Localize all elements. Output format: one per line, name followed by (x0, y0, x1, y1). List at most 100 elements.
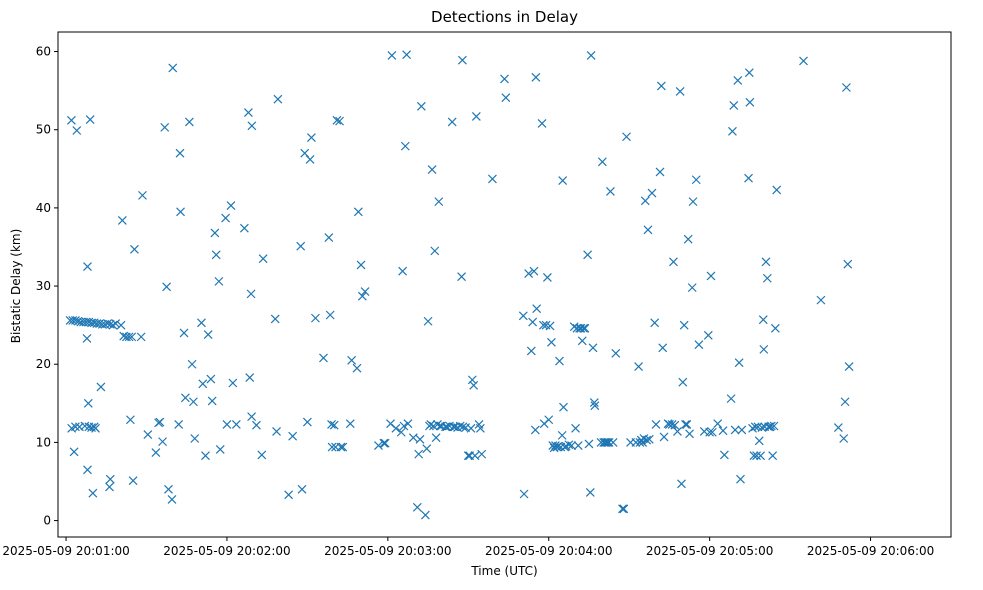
data-point (673, 427, 682, 436)
data-point (679, 320, 689, 330)
y-tick-label: 10 (36, 435, 51, 449)
data-point (705, 427, 715, 437)
y-tick-label: 40 (36, 201, 51, 215)
data-point (677, 479, 686, 489)
data-point (675, 86, 685, 96)
data-point (667, 420, 677, 429)
data-point (168, 63, 178, 73)
data-point (644, 434, 654, 444)
data-point (88, 488, 98, 498)
data-point (557, 430, 567, 440)
data-point (71, 422, 80, 432)
data-point (105, 474, 115, 484)
data-point (332, 115, 342, 125)
data-point (761, 257, 771, 267)
data-point (658, 343, 668, 353)
data-point (469, 380, 479, 390)
data-point (604, 437, 614, 447)
data-point (111, 319, 121, 329)
data-point (190, 434, 200, 443)
data-point (434, 197, 444, 207)
data-point (228, 378, 238, 388)
data-point (311, 313, 320, 323)
data-point (130, 244, 139, 254)
data-point (184, 117, 194, 127)
data-point (597, 157, 607, 167)
data-point (338, 442, 348, 452)
data-point (198, 379, 208, 389)
data-point (537, 119, 547, 128)
data-point (759, 344, 769, 354)
data-point (576, 323, 586, 333)
data-point (201, 451, 210, 461)
data-point (83, 398, 93, 408)
data-point (488, 174, 497, 184)
data-point (585, 488, 595, 497)
data-point (655, 167, 665, 177)
data-point (545, 321, 555, 331)
data-point (306, 133, 316, 142)
data-point (749, 451, 759, 461)
data-point (226, 201, 236, 210)
data-point (555, 356, 564, 366)
data-point (427, 165, 437, 175)
data-point (618, 504, 627, 514)
data-point (128, 476, 138, 486)
data-point (353, 207, 363, 217)
data-point (284, 490, 294, 500)
data-point (420, 510, 430, 520)
data-point (174, 420, 184, 429)
data-point (691, 175, 701, 185)
data-point (634, 362, 644, 372)
data-point (678, 377, 688, 387)
x-tick-label: 2025-05-09 20:03:00 (324, 544, 451, 558)
data-point (586, 51, 596, 60)
data-point (325, 310, 335, 320)
data-point (766, 421, 776, 431)
data-point (403, 419, 413, 429)
data-point (573, 441, 583, 450)
data-point (345, 419, 355, 429)
data-point (335, 116, 345, 126)
data-point (681, 420, 690, 429)
data-point (728, 126, 737, 136)
data-point (524, 269, 534, 278)
data-point (748, 423, 757, 433)
data-point (431, 433, 441, 443)
data-point (336, 442, 346, 452)
data-point (631, 437, 641, 447)
data-point (167, 495, 177, 504)
data-point (124, 332, 134, 342)
data-point (327, 420, 336, 429)
data-point (754, 436, 764, 446)
data-point (162, 282, 172, 292)
data-point (442, 422, 452, 432)
data-point (246, 289, 256, 299)
data-point (324, 233, 334, 243)
data-point (840, 397, 850, 407)
data-point (466, 423, 476, 433)
data-point (179, 328, 189, 338)
data-point (733, 76, 743, 85)
data-point (207, 396, 217, 406)
data-point (528, 317, 538, 327)
data-point (670, 420, 680, 430)
data-point (96, 382, 106, 392)
data-point (414, 449, 424, 459)
data-point (66, 115, 76, 125)
data-point (211, 250, 221, 260)
x-tick-label: 2025-05-09 20:04:00 (485, 544, 612, 558)
data-point (682, 420, 692, 429)
data-point (357, 291, 367, 301)
data-point (475, 423, 485, 433)
plot-frame (57, 31, 952, 538)
data-point (270, 314, 280, 324)
data-point (688, 197, 698, 207)
data-point (719, 450, 729, 460)
data-point (844, 362, 854, 372)
data-point (713, 419, 723, 429)
data-point (833, 423, 843, 432)
data-point (758, 315, 768, 325)
data-point (762, 273, 772, 283)
data-point (752, 451, 762, 461)
